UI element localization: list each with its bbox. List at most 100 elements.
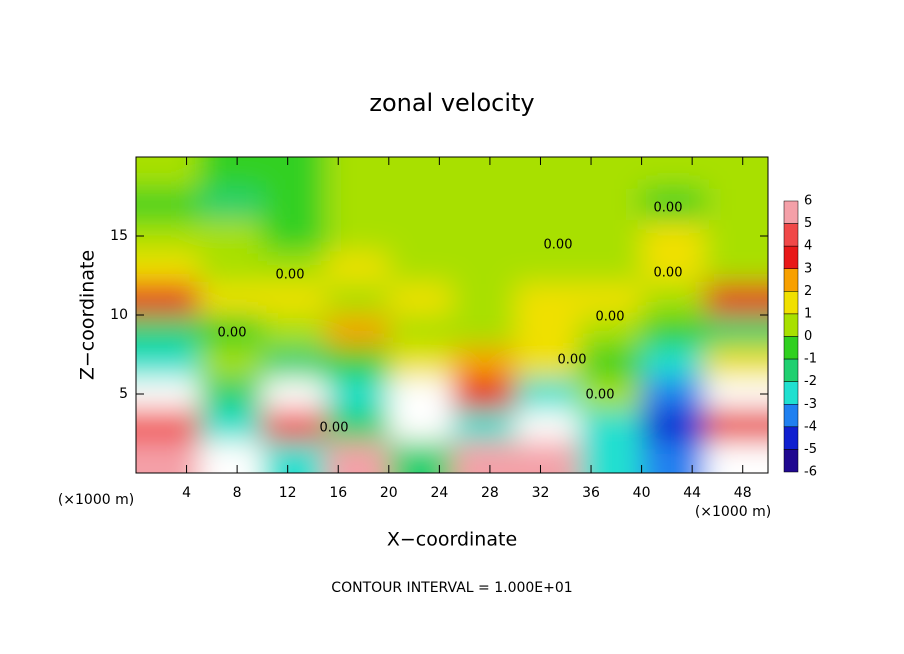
cell [262,346,326,379]
x-tick-label: 12 [279,485,297,501]
contour-label: 0.00 [654,266,683,281]
cell [262,441,326,473]
cell [199,441,263,473]
cell [641,251,705,284]
cell [325,157,389,189]
colorbar-swatch [783,381,799,405]
contour-label: 0.00 [544,238,573,253]
colorbar-label: -6 [804,465,817,480]
colorbar-label: 0 [804,329,812,344]
cell [641,378,705,410]
cell [388,378,452,410]
cell [136,378,200,410]
x-tick-label: 8 [233,485,242,501]
cell [199,346,263,379]
colorbar-label: -1 [804,352,817,367]
cell [452,346,516,379]
cell [704,315,768,347]
cell [704,157,768,189]
cell [641,188,705,221]
cell [388,188,452,221]
cell [515,251,579,284]
cell [325,378,389,410]
cell [388,315,452,347]
cell [262,409,326,442]
contour-label: 0.00 [596,310,625,325]
colorbar-label: 1 [804,306,812,321]
colorbar-swatch [783,268,799,292]
x-tick-label: 28 [481,485,499,501]
cell [578,315,642,347]
colorbar-swatch [783,223,799,247]
cell [578,283,642,315]
cell [199,315,263,347]
x-tick-label: 32 [532,485,550,501]
cell [578,346,642,379]
x-tick-label: 4 [182,485,191,501]
cell [325,251,389,284]
cell [388,283,452,315]
cell [704,409,768,442]
cell [578,188,642,221]
colorbar-label: -4 [804,419,817,434]
cell [578,220,642,252]
cell [136,441,200,473]
cell [199,251,263,284]
x-tick-label: 44 [683,485,701,501]
cell [641,157,705,189]
cell [641,409,705,442]
y-tick-label: 10 [110,307,128,323]
colorbar-label: 4 [804,239,812,254]
colorbar-label: -3 [804,397,817,412]
colorbar-swatch [783,200,799,224]
colorbar-swatch [783,358,799,382]
cell [262,315,326,347]
cell [515,378,579,410]
cell [452,283,516,315]
cell [262,157,326,189]
cell [641,283,705,315]
cell [325,346,389,379]
colorbar-label: 6 [804,194,812,209]
cell [452,220,516,252]
contour-label: 0.00 [320,421,349,436]
cell [704,283,768,315]
colorbar-swatch [783,245,799,270]
colorbar-label: 5 [804,216,812,231]
cell [325,409,389,442]
y-axis-label: Z−coordinate [77,250,99,380]
cell [704,346,768,379]
cell [388,251,452,284]
x-tick-label: 40 [633,485,651,501]
x-tick-label: 20 [380,485,398,501]
cell [452,188,516,221]
cell [704,378,768,410]
cell [262,378,326,410]
chart-title: zonal velocity [369,89,534,117]
cell [136,283,200,315]
cell [262,220,326,252]
cell [262,188,326,221]
cell [136,251,200,284]
cell [515,220,579,252]
x-tick-label: 48 [734,485,752,501]
colorbar-label: 2 [804,284,812,299]
cell [388,409,452,442]
cell [325,188,389,221]
colorbar-swatch [783,336,799,360]
cell [325,441,389,473]
cell [388,441,452,473]
colorbar-swatch [783,404,799,428]
cell [515,283,579,315]
cell [262,251,326,284]
colorbar-label: -5 [804,442,817,457]
cell [641,315,705,347]
contour-label: 0.00 [218,326,247,341]
cell [515,188,579,221]
colorbar-swatch [783,426,799,450]
cell [199,188,263,221]
footnote: CONTOUR INTERVAL = 1.000E+01 [331,580,572,596]
colorbar-swatch [783,449,799,473]
contour-label: 0.00 [558,353,587,368]
